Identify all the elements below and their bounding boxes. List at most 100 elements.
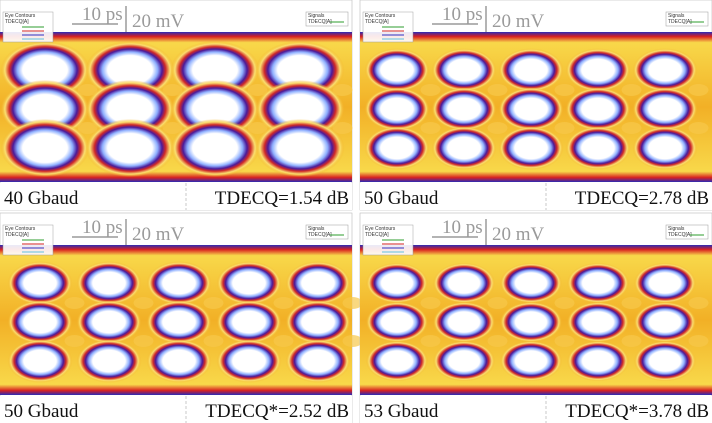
- eye-opening: [76, 339, 142, 383]
- time-scale: 10 ps: [82, 4, 123, 25]
- legend-signal: TDECQ[A]: [365, 232, 389, 238]
- crossing: [273, 335, 294, 347]
- baud-rate: 53 Gbaud: [364, 401, 439, 422]
- tdecq: TDECQ*=3.78 dB: [565, 401, 709, 422]
- eye-opening: [498, 48, 564, 92]
- crossing: [554, 84, 575, 96]
- crossing: [688, 297, 709, 309]
- label-strip: [360, 396, 712, 423]
- crossing: [133, 297, 154, 309]
- eye-opening: [76, 261, 142, 305]
- crossing: [487, 297, 508, 309]
- signals-title: Signals: [308, 226, 325, 232]
- eye-opening: [365, 340, 429, 382]
- crossing: [133, 335, 154, 347]
- signal-name: TDECQ[A]: [668, 19, 692, 25]
- signals-title: Signals: [668, 226, 685, 232]
- crossing: [688, 335, 709, 347]
- crossing: [688, 84, 709, 96]
- baud-rate: 50 Gbaud: [4, 401, 79, 422]
- eye-opening: [498, 126, 564, 170]
- eye-opening: [632, 48, 698, 92]
- eye-opening: [285, 300, 351, 344]
- eye-opening: [431, 48, 497, 92]
- crossing: [64, 335, 85, 347]
- eye-opening: [365, 301, 429, 343]
- crossing: [162, 122, 183, 134]
- label-strip: [0, 183, 352, 210]
- crossing: [420, 335, 441, 347]
- crossing: [420, 297, 441, 309]
- eye-opening: [216, 300, 282, 344]
- crossing: [332, 84, 353, 96]
- eye-opening: [7, 339, 73, 383]
- crossing: [420, 84, 441, 96]
- eye-opening: [146, 339, 212, 383]
- eye-opening: [499, 262, 563, 304]
- eye-opening: [7, 300, 73, 344]
- legend-title: Eye Contours: [5, 13, 36, 19]
- legend-signal: TDECQ[A]: [5, 232, 29, 238]
- legend-signal: TDECQ[A]: [365, 19, 389, 25]
- crossing: [203, 335, 224, 347]
- eye-opening: [76, 300, 142, 344]
- eye-opening: [216, 339, 282, 383]
- eye-opening: [364, 48, 430, 92]
- crossing: [554, 122, 575, 134]
- voltage-scale: 20 mV: [132, 11, 185, 32]
- eye-opening: [432, 262, 496, 304]
- crossing: [247, 122, 268, 134]
- eye-opening: [431, 126, 497, 170]
- signals-title: Signals: [668, 13, 685, 19]
- label-strip: [360, 183, 712, 210]
- eye-opening: [632, 87, 698, 131]
- eye-opening: [216, 261, 282, 305]
- voltage-scale: 20 mV: [492, 11, 545, 32]
- eye-opening: [146, 300, 212, 344]
- crossing: [342, 297, 363, 309]
- eye-opening: [565, 48, 631, 92]
- crossing: [621, 122, 642, 134]
- tdecq: TDECQ*=2.52 dB: [205, 401, 349, 422]
- crossing: [162, 84, 183, 96]
- eye-opening: [0, 119, 90, 177]
- label-strip: [0, 396, 352, 423]
- crossing: [77, 122, 98, 134]
- voltage-scale: 20 mV: [132, 224, 185, 245]
- baud-rate: 40 Gbaud: [4, 188, 79, 209]
- crossing: [554, 297, 575, 309]
- eye-opening: [633, 262, 697, 304]
- crossing: [273, 297, 294, 309]
- eye-opening: [633, 340, 697, 382]
- crossing: [203, 297, 224, 309]
- crossing: [487, 122, 508, 134]
- time-scale: 10 ps: [442, 217, 483, 238]
- crossing: [332, 122, 353, 134]
- crossing: [621, 335, 642, 347]
- eye-opening: [431, 87, 497, 131]
- eye-opening: [285, 261, 351, 305]
- eye-opening: [565, 87, 631, 131]
- eye-opening: [498, 87, 564, 131]
- time-scale: 10 ps: [82, 217, 123, 238]
- eye-opening: [365, 262, 429, 304]
- voltage-scale: 20 mV: [492, 224, 545, 245]
- eye-opening: [633, 301, 697, 343]
- legend-signal: TDECQ[A]: [5, 19, 29, 25]
- eye-opening: [632, 126, 698, 170]
- crossing: [688, 122, 709, 134]
- eye-opening: [85, 119, 175, 177]
- signal-name: TDECQ[A]: [668, 232, 692, 238]
- crossing: [621, 84, 642, 96]
- eye-opening: [255, 119, 345, 177]
- eye-opening: [364, 126, 430, 170]
- eye-opening: [170, 119, 260, 177]
- crossing: [487, 335, 508, 347]
- signal-name: TDECQ[A]: [308, 19, 332, 25]
